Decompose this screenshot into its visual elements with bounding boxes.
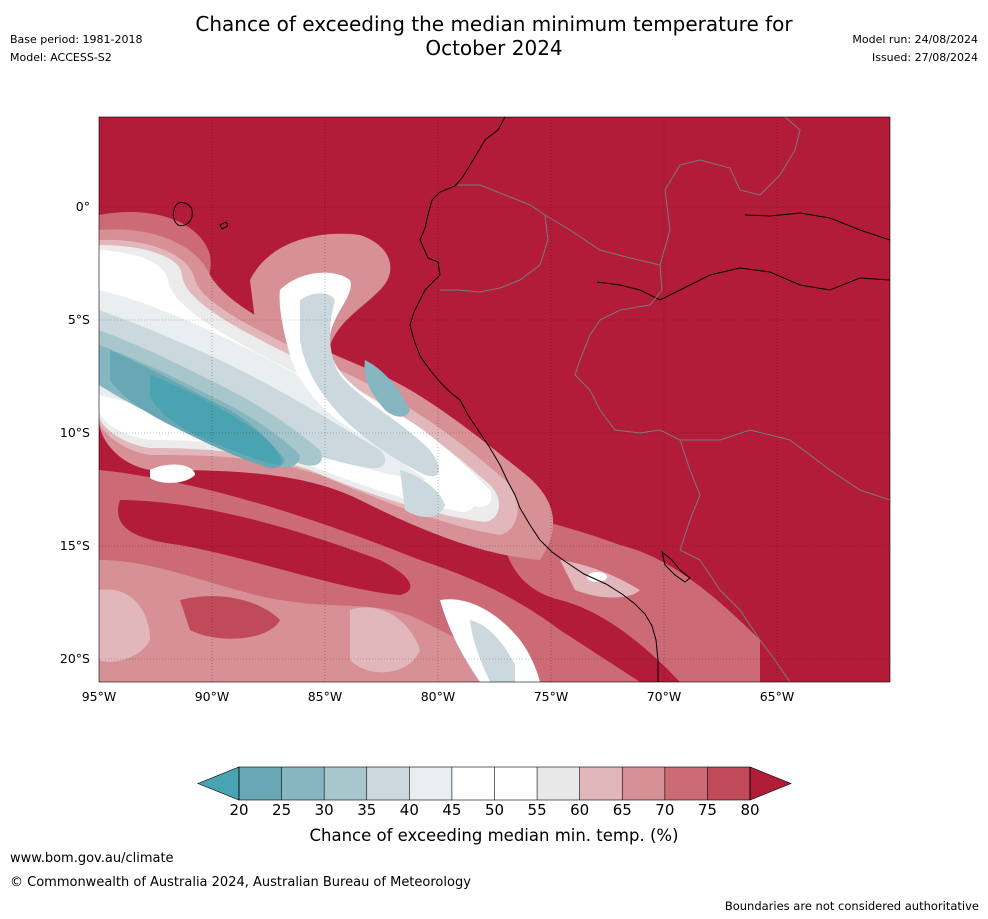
- colorbar-label: Chance of exceeding median min. temp. (%…: [309, 826, 679, 845]
- colorbar-tick-65: 65: [612, 801, 632, 819]
- colorbar-segment-1: [281, 767, 325, 800]
- region-c75-band: [118, 500, 411, 595]
- region-c60-south-mid: [350, 607, 420, 673]
- colorbar-segment-11: [707, 767, 750, 800]
- colorbar-tick-70: 70: [655, 801, 675, 819]
- colorbar-segment-4: [409, 767, 452, 800]
- colorbar-segment-6: [494, 767, 538, 800]
- region-c40-band: [99, 310, 386, 469]
- amazon-river: [596, 267, 890, 301]
- coastline-south-america: [409, 117, 659, 682]
- colorbar-under-arrow: [197, 766, 240, 801]
- lat-label-20s: 20°S: [59, 651, 90, 666]
- lat-label-5s: 5°S: [67, 312, 90, 327]
- lat-label-0: 0°: [75, 199, 90, 214]
- colorbar-tick-20: 20: [229, 801, 249, 819]
- colorbar-tick-40: 40: [399, 801, 419, 819]
- lon-label-85w: 85°W: [307, 689, 343, 704]
- region-c30-arc: [364, 360, 410, 417]
- borders: [440, 117, 890, 682]
- lon-label-70w: 70°W: [646, 689, 682, 704]
- region-c40-lower-right: [470, 620, 515, 682]
- map-title-line1: Chance of exceeding the median minimum t…: [195, 12, 793, 36]
- colorbar-tick-75: 75: [697, 801, 717, 819]
- lon-label-75w: 75°W: [533, 689, 569, 704]
- colorbar-tick-50: 50: [484, 801, 505, 819]
- colorbar-segment-3: [366, 767, 410, 800]
- colorbar-frame: [238, 766, 751, 801]
- galapagos-islet: [219, 221, 229, 230]
- lon-label-95w: 95°W: [81, 689, 117, 704]
- footer-copyright: © Commonwealth of Australia 2024, Austra…: [10, 875, 471, 890]
- model-run-text: Model run: 24/08/2024: [852, 33, 978, 46]
- map-title-line2: October 2024: [425, 36, 563, 60]
- base-period-text: Base period: 1981-2018: [10, 33, 143, 46]
- lon-label-65w: 65°W: [759, 689, 795, 704]
- meta-left: Base period: 1981-2018 Model: ACCESS-S2: [10, 31, 142, 67]
- lat-label-15s: 15°S: [59, 538, 90, 553]
- map-frame: [98, 116, 891, 683]
- colorbar: [197, 766, 792, 801]
- colorbar-tick-35: 35: [357, 801, 377, 819]
- map-title: Chance of exceeding the median minimum t…: [0, 12, 988, 60]
- colorbar-tick-60: 60: [570, 801, 590, 819]
- region-c70-coastal: [500, 510, 760, 682]
- region-white-spot: [587, 572, 607, 582]
- meta-right: Model run: 24/08/2024 Issued: 27/08/2024: [852, 31, 978, 67]
- footer-url[interactable]: www.bom.gov.au/climate: [10, 851, 174, 866]
- graticule: [99, 117, 890, 682]
- coast-north: [744, 212, 890, 241]
- region-white-arc: [279, 272, 492, 507]
- model-text: Model: ACCESS-S2: [10, 51, 112, 64]
- colorbar-tick-25: 25: [272, 801, 292, 819]
- colorbar-over-arrow: [749, 766, 792, 801]
- colorbar-segment-5: [451, 767, 495, 800]
- colorbar-segment-2: [324, 767, 367, 800]
- colorbar-segment-7: [537, 767, 580, 800]
- region-c75-patch: [180, 596, 280, 639]
- lake-titicaca: [661, 550, 691, 583]
- colorbar-segment-9: [622, 767, 665, 800]
- footer-note: Boundaries are not considered authoritat…: [724, 899, 979, 913]
- region-c40-arc: [300, 293, 440, 477]
- colorbar-tick-45: 45: [442, 801, 462, 819]
- issued-text: Issued: 27/08/2024: [871, 51, 978, 64]
- colorbar-tick-55: 55: [527, 801, 547, 819]
- colorbar-segment-8: [579, 767, 623, 800]
- region-c60-southwest: [99, 589, 150, 662]
- map-field: [99, 117, 890, 682]
- region-white-blob-left: [150, 464, 195, 483]
- region-low-core: [150, 375, 282, 465]
- lon-label-90w: 90°W: [194, 689, 230, 704]
- lon-label-80w: 80°W: [420, 689, 456, 704]
- lat-label-10s: 10°S: [59, 425, 90, 440]
- galapagos-islands: [172, 202, 193, 227]
- colorbar-tick-30: 30: [314, 801, 334, 819]
- colorbar-tick-80: 80: [740, 801, 760, 819]
- colorbar-segment-10: [664, 767, 708, 800]
- colorbar-segment-0: [239, 767, 282, 800]
- region-c40-lower: [400, 470, 445, 517]
